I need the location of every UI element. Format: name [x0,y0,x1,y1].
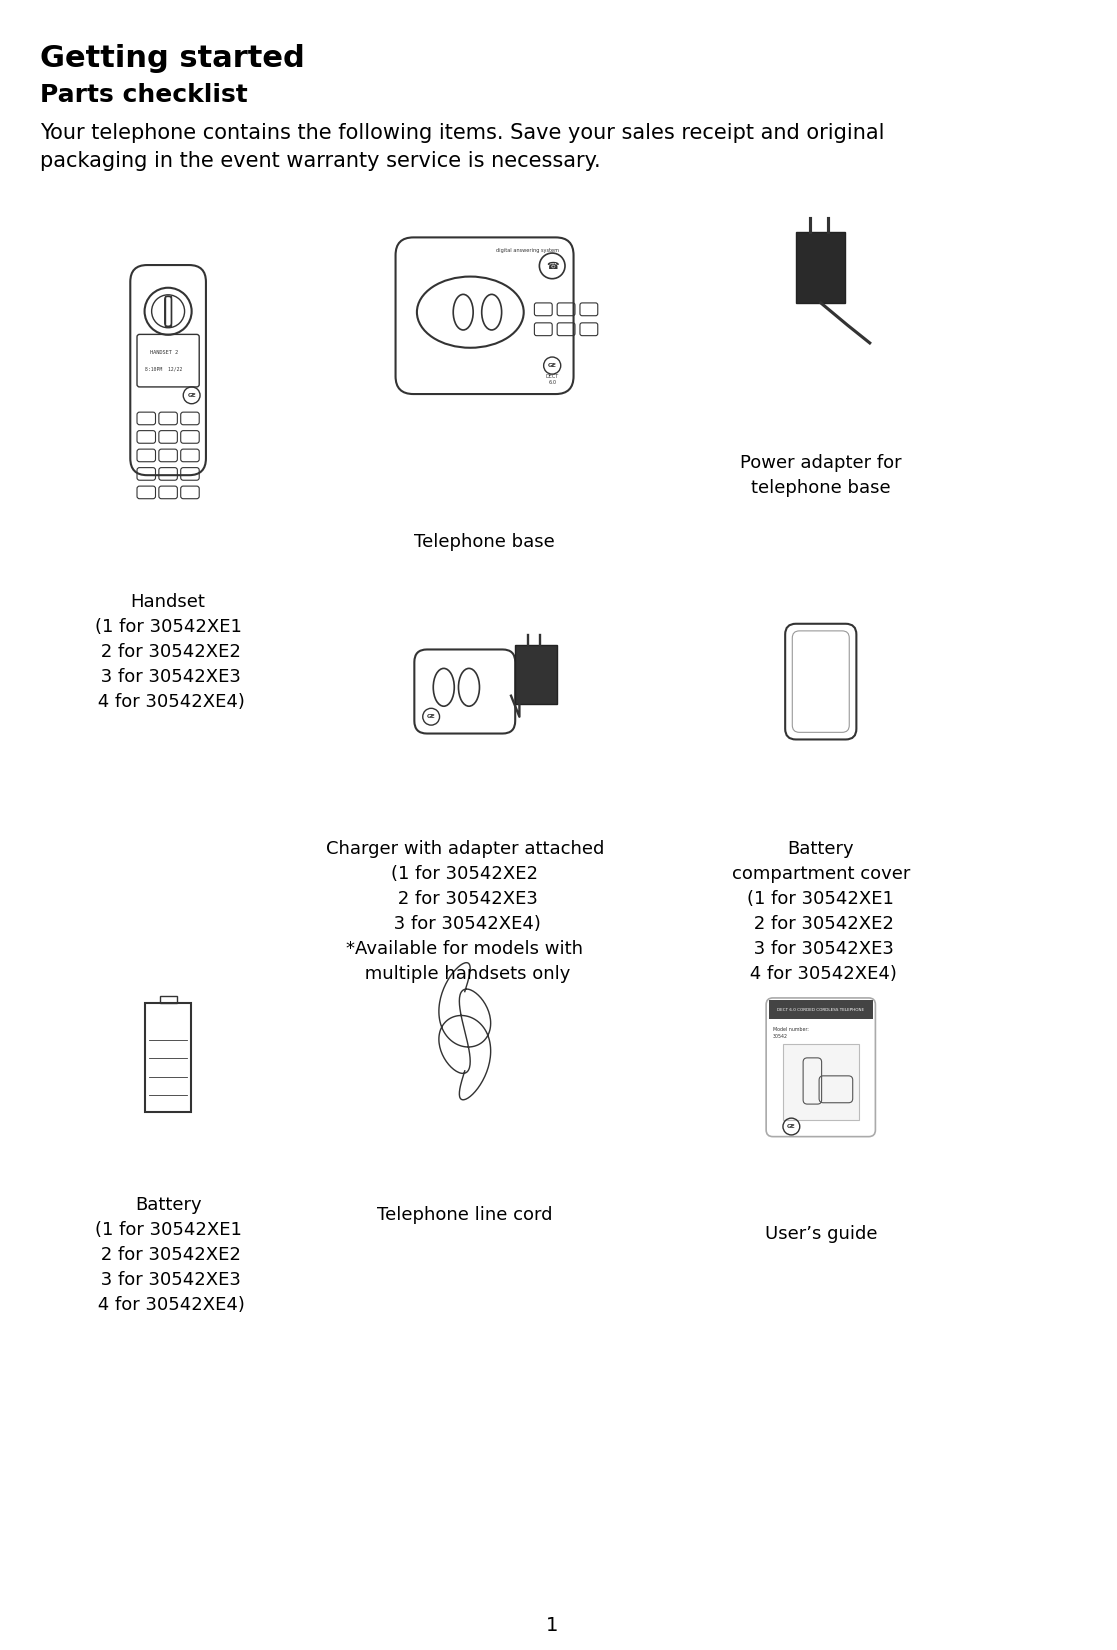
Text: Your telephone contains the following items. Save your sales receipt and origina: Your telephone contains the following it… [39,122,884,172]
Text: Handset
(1 for 30542XE1
 2 for 30542XE2
 3 for 30542XE3
 4 for 30542XE4): Handset (1 for 30542XE1 2 for 30542XE2 3… [92,592,245,711]
Bar [768,1000,872,1020]
Bar [160,997,176,1003]
Text: 8:10PM  12/22: 8:10PM 12/22 [145,366,182,371]
Bar [145,1003,191,1112]
Text: User’s guide: User’s guide [764,1226,877,1244]
Bar [164,295,172,327]
Text: Parts checklist: Parts checklist [39,84,247,107]
Text: Battery
(1 for 30542XE1
 2 for 30542XE2
 3 for 30542XE3
 4 for 30542XE4): Battery (1 for 30542XE1 2 for 30542XE2 3… [92,1196,245,1313]
Text: GE: GE [787,1124,795,1129]
Text: Telephone line cord: Telephone line cord [378,1206,553,1224]
Text: Charger with adapter attached
(1 for 30542XE2
 2 for 30542XE3
 3 for 30542XE4)
*: Charger with adapter attached (1 for 305… [325,840,604,983]
Text: 1: 1 [546,1615,558,1635]
Text: DECT
6.0: DECT 6.0 [545,375,558,384]
Text: DECT 6.0 CORDED CORDLESS TELEPHONE: DECT 6.0 CORDED CORDLESS TELEPHONE [777,1008,865,1011]
Text: ☎: ☎ [546,261,558,271]
Bar [515,645,557,705]
Text: GE: GE [427,714,436,719]
Bar [796,231,846,304]
Text: GE: GE [547,363,556,368]
Text: Battery
compartment cover
(1 for 30542XE1
 2 for 30542XE2
 3 for 30542XE3
 4 for: Battery compartment cover (1 for 30542XE… [732,840,910,983]
Text: GE: GE [188,393,195,398]
Bar [783,1043,859,1120]
Text: Getting started: Getting started [39,45,304,73]
Text: Model number:
30542: Model number: 30542 [773,1028,809,1040]
Text: HANDSET 2: HANDSET 2 [150,350,178,355]
Text: Power adapter for
telephone base: Power adapter for telephone base [739,454,901,497]
Text: digital answering system: digital answering system [496,248,558,252]
Text: Telephone base: Telephone base [414,533,555,551]
